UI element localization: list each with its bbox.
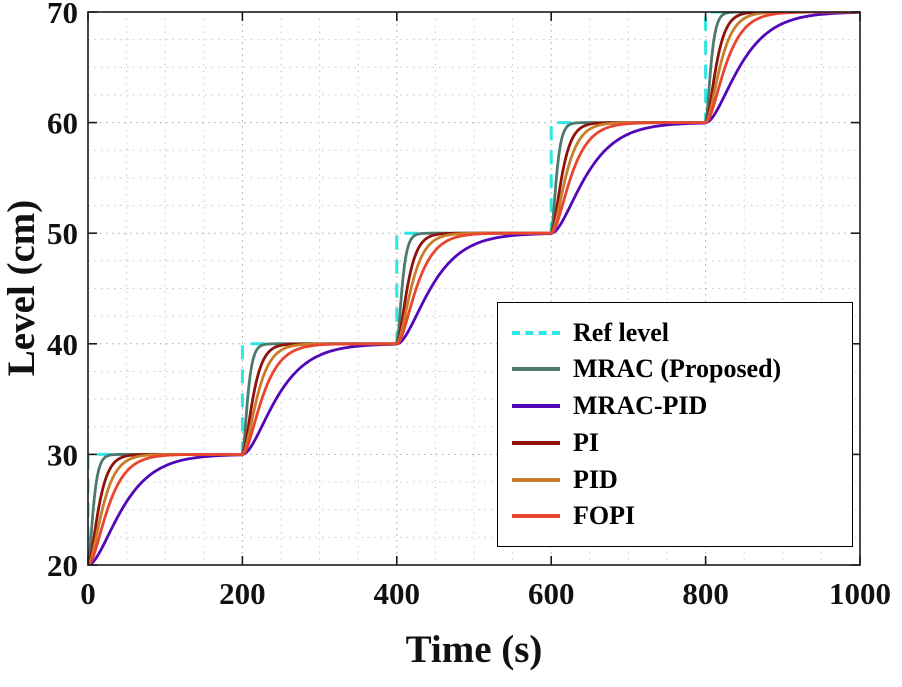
y-tick-label: 40 bbox=[47, 327, 78, 362]
legend-item: PI bbox=[512, 427, 842, 457]
x-tick-labels: 0 200 400 600 800 1000 bbox=[80, 576, 891, 611]
x-tick-label: 600 bbox=[528, 576, 575, 611]
x-tick-label: 200 bbox=[219, 576, 266, 611]
legend-item: MRAC-PID bbox=[512, 393, 842, 419]
legend-line-sample bbox=[512, 367, 560, 372]
y-tick-label: 50 bbox=[47, 216, 78, 251]
legend-label: MRAC (Proposed) bbox=[573, 354, 782, 384]
legend-line-sample bbox=[512, 330, 560, 335]
axes-box bbox=[87, 11, 861, 566]
legend-label: MRAC-PID bbox=[573, 391, 708, 421]
legend-label: PID bbox=[573, 464, 618, 494]
y-tick-label: 30 bbox=[47, 437, 78, 472]
legend-label: Ref level bbox=[573, 317, 670, 347]
legend-item: Ref level bbox=[512, 317, 842, 347]
y-tick-label: 70 bbox=[47, 0, 78, 30]
legend-item: PID bbox=[512, 464, 842, 494]
x-tick-label: 800 bbox=[682, 576, 729, 611]
y-tick-label: 20 bbox=[47, 548, 78, 583]
series-fopi bbox=[88, 12, 860, 565]
legend-item: FOPI bbox=[512, 503, 842, 529]
legend-line-sample bbox=[512, 477, 560, 482]
legend-line-sample bbox=[512, 404, 560, 409]
y-tick-label: 60 bbox=[47, 106, 78, 141]
y-tick-labels: 20 30 40 50 60 70 bbox=[47, 0, 78, 583]
y-axis-label: Level (cm) bbox=[0, 200, 43, 377]
axis-ticks bbox=[87, 11, 861, 566]
x-tick-label: 400 bbox=[374, 576, 421, 611]
legend-line-sample bbox=[512, 514, 560, 519]
legend-line-sample bbox=[512, 440, 560, 445]
legend: Ref level MRAC (Proposed) MRAC-PID PI PID FOP… bbox=[497, 302, 853, 547]
legend-item: MRAC (Proposed) bbox=[512, 356, 842, 382]
x-axis-label: Time (s) bbox=[406, 628, 543, 671]
minor-gridlines bbox=[88, 12, 860, 565]
legend-label: FOPI bbox=[573, 501, 636, 531]
x-tick-label: 1000 bbox=[829, 576, 891, 611]
x-tick-label: 0 bbox=[80, 576, 96, 611]
legend-label: PI bbox=[573, 427, 599, 457]
